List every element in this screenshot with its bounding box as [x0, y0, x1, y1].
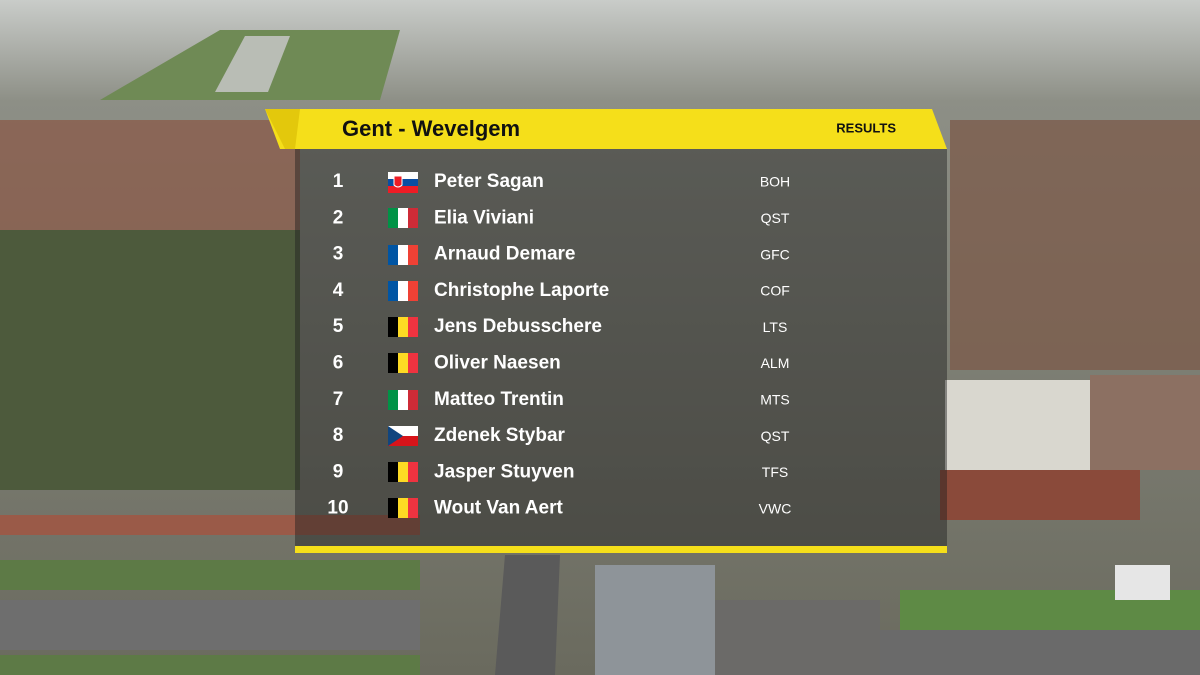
flags [388, 172, 418, 518]
rider-name: Jasper Stuyven [434, 461, 574, 482]
rank: 10 [327, 498, 348, 519]
team-code: GFC [760, 246, 790, 262]
result-row: 2 Elia Viviani QST [333, 207, 790, 228]
result-rows: 1 Peter Sagan BOH 2 Elia Viviani QST 3 Arnaud D… [327, 171, 791, 519]
rank: 1 [333, 171, 344, 192]
flag-italy [388, 208, 418, 228]
rank: 3 [333, 244, 344, 265]
team-code: MTS [760, 392, 790, 408]
flag-czechia [388, 426, 418, 446]
footer-bar [295, 546, 947, 553]
result-row: 4 Christophe Laporte COF [333, 280, 790, 301]
result-row: 9 Jasper Stuyven TFS [333, 461, 789, 482]
team-code: BOH [760, 174, 790, 190]
flag-france [388, 281, 418, 301]
flag-belgium [388, 317, 418, 337]
rider-name: Matteo Trentin [434, 389, 564, 410]
result-row: 5 Jens Debusschere LTS [333, 316, 788, 337]
result-row: 6 Oliver Naesen ALM [333, 353, 790, 374]
flag-belgium [388, 462, 418, 482]
result-row: 3 Arnaud Demare GFC [333, 244, 790, 265]
rider-name: Oliver Naesen [434, 353, 561, 374]
flag-france [388, 245, 418, 265]
rider-name: Jens Debusschere [434, 316, 602, 337]
rank: 7 [333, 389, 344, 410]
rank: 4 [333, 280, 344, 301]
header-accent [265, 109, 300, 149]
rank: 9 [333, 461, 344, 482]
rider-name: Christophe Laporte [434, 280, 609, 301]
results-graphic: Gent - Wevelgem RESULTS [265, 109, 947, 553]
results-label: RESULTS [836, 120, 896, 135]
team-code: QST [761, 428, 790, 444]
flag-slovakia [388, 172, 418, 193]
team-code: VWC [759, 500, 792, 516]
team-code: LTS [763, 319, 788, 335]
team-code: ALM [761, 355, 790, 371]
flag-belgium [388, 498, 418, 518]
rider-name: Arnaud Demare [434, 244, 576, 265]
rider-name: Wout Van Aert [434, 498, 563, 519]
team-code: TFS [762, 464, 788, 480]
header-bar [265, 109, 947, 149]
result-row: 7 Matteo Trentin MTS [333, 389, 790, 410]
rank: 6 [333, 353, 344, 374]
rider-name: Zdenek Stybar [434, 425, 566, 446]
rank: 5 [333, 316, 344, 337]
rider-name: Peter Sagan [434, 171, 544, 192]
flag-belgium [388, 353, 418, 373]
race-title: Gent - Wevelgem [342, 116, 520, 141]
rider-name: Elia Viviani [434, 207, 534, 228]
rank: 8 [333, 425, 344, 446]
result-row: 10 Wout Van Aert VWC [327, 498, 791, 519]
team-code: COF [760, 283, 790, 299]
team-code: QST [761, 210, 790, 226]
flag-italy [388, 390, 418, 410]
rank: 2 [333, 207, 344, 228]
result-row: 1 Peter Sagan BOH [333, 171, 790, 192]
result-row: 8 Zdenek Stybar QST [333, 425, 790, 446]
